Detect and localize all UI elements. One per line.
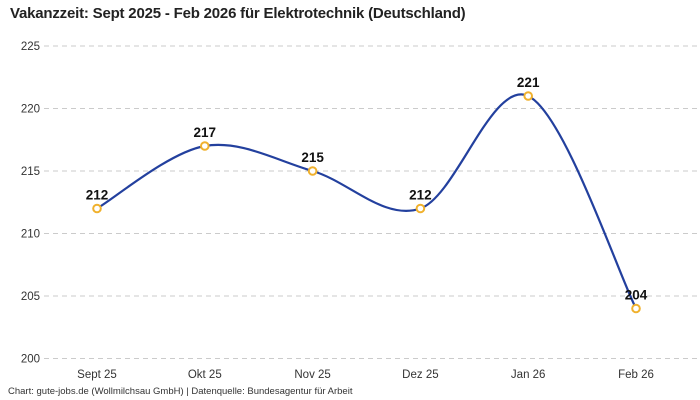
chart-footer: Chart: gute-jobs.de (Wollmilchsau GmbH) … [8, 386, 353, 397]
x-axis-tick-label: Dez 25 [402, 369, 438, 381]
x-axis-tick-label: Jan 26 [511, 369, 546, 381]
chart-title: Vakanzzeit: Sept 2025 - Feb 2026 für Ele… [10, 5, 466, 22]
series-group [95, 93, 638, 310]
data-point-marker [92, 203, 102, 214]
y-axis-tick-label: 220 [21, 104, 40, 116]
data-point-marker [415, 203, 426, 214]
data-point-label: 217 [194, 125, 217, 140]
y-axis-tick-label: 210 [21, 229, 40, 241]
y-axis-tick-label: 200 [21, 354, 40, 366]
data-point-label: 215 [301, 150, 324, 165]
data-point-label: 212 [409, 188, 432, 203]
data-point-label: 212 [86, 188, 109, 203]
y-axis-labels-group: 225 220 215 210 205 200 [21, 41, 40, 366]
markers-group [92, 91, 641, 314]
data-point-label: 221 [517, 75, 540, 90]
data-point-marker [307, 166, 318, 176]
data-point-marker [523, 91, 534, 101]
gridlines-group [44, 45, 698, 359]
y-axis-tick-label: 225 [21, 41, 40, 53]
data-point-marker [631, 303, 641, 314]
data-point-label: 204 [625, 288, 648, 303]
x-axis-tick-label: Okt 25 [188, 369, 222, 381]
x-axis-tick-label: Sept 25 [77, 369, 117, 381]
x-axis-tick-label: Feb 26 [618, 369, 654, 381]
x-axis-labels-group: Sept 25 Okt 25 Nov 25 Dez 25 Jan 26 Feb 26 [77, 369, 654, 381]
y-axis-tick-label: 205 [21, 291, 40, 303]
x-axis-tick-label: Nov 25 [294, 369, 330, 381]
data-point-marker [200, 141, 210, 151]
series-line [95, 93, 638, 310]
value-labels-group: 212 217 215 212 221 204 [86, 75, 648, 303]
y-axis-tick-label: 215 [21, 166, 40, 178]
